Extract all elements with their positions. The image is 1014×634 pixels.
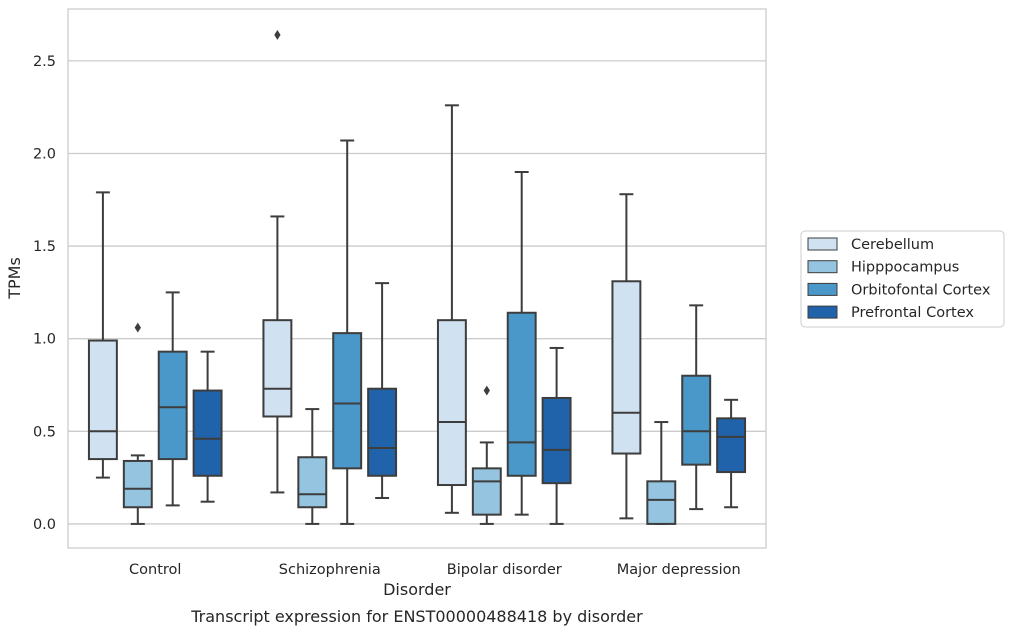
- box-iqr: [541, 396, 572, 485]
- box-iqr: [681, 374, 712, 466]
- outlier-point: [483, 385, 490, 396]
- box-3-2: [541, 346, 572, 525]
- legend-frame: [800, 230, 1005, 328]
- box-iqr: [506, 311, 537, 477]
- box-iqr: [122, 459, 153, 509]
- box-iqr: [367, 387, 398, 477]
- box-1-0: [122, 322, 153, 525]
- box-iqr: [192, 389, 223, 477]
- x-axis-title: Disorder: [383, 580, 451, 599]
- box-3-0: [192, 350, 223, 503]
- plot-frame: [67, 8, 767, 549]
- legend-label: Cerebellum: [851, 237, 934, 253]
- box-iqr: [471, 467, 502, 516]
- box-0-2: [436, 104, 467, 514]
- box-2-0: [157, 291, 188, 507]
- y-axis-title: TPMs: [5, 257, 24, 300]
- box-iqr: [297, 456, 328, 509]
- y-tick-label: 0.0: [33, 517, 56, 533]
- box-0-0: [87, 191, 118, 479]
- chart-caption: Transcript expression for ENST0000048841…: [190, 607, 643, 626]
- box-iqr: [716, 417, 747, 474]
- legend-label: Orbitofontal Cortex: [851, 282, 991, 298]
- box-iqr: [157, 350, 188, 461]
- x-tick-label: Major depression: [617, 562, 741, 578]
- legend: Cerebellum Hipppocampus Orbitofontal Corte…: [800, 230, 1005, 328]
- y-tick-label: 2.0: [33, 146, 56, 162]
- legend-label: Hipppocampus: [851, 260, 959, 276]
- box-iqr: [646, 480, 677, 525]
- box-2-3: [681, 304, 712, 511]
- y-tick-label: 0.5: [33, 424, 56, 440]
- y-tick-labels: 0.0 0.5 1.0 1.5 2.0 2.5: [33, 54, 56, 533]
- box-2-2: [506, 170, 537, 516]
- legend-label: Prefrontal Cortex: [851, 305, 974, 321]
- x-tick-label: Control: [129, 562, 181, 578]
- y-tick-label: 1.5: [33, 239, 56, 255]
- legend-swatch: [807, 282, 838, 296]
- legend-swatch: [807, 260, 838, 274]
- y-tick-label: 1.0: [33, 332, 56, 348]
- box-iqr: [436, 319, 467, 487]
- x-tick-labels: Control Schizophrenia Bipolar disorder Majo…: [129, 562, 741, 578]
- box-1-1: [297, 408, 328, 525]
- boxes: [87, 29, 747, 525]
- legend-swatch: [807, 305, 838, 319]
- x-tick-label: Bipolar disorder: [447, 562, 562, 578]
- outlier-point: [274, 29, 281, 40]
- box-3-1: [367, 282, 398, 499]
- box-0-1: [262, 29, 293, 494]
- box-1-2: [471, 385, 502, 525]
- outlier-point: [134, 322, 141, 333]
- box-iqr: [87, 339, 118, 461]
- box-iqr: [332, 332, 363, 470]
- box-0-3: [611, 193, 642, 520]
- box-2-1: [332, 139, 363, 525]
- box-1-3: [646, 421, 677, 525]
- y-tick-label: 2.5: [33, 54, 56, 70]
- legend-swatch: [807, 237, 838, 251]
- box-iqr: [262, 319, 293, 418]
- x-tick-label: Schizophrenia: [279, 562, 381, 578]
- box-iqr: [611, 280, 642, 455]
- box-3-3: [716, 398, 747, 509]
